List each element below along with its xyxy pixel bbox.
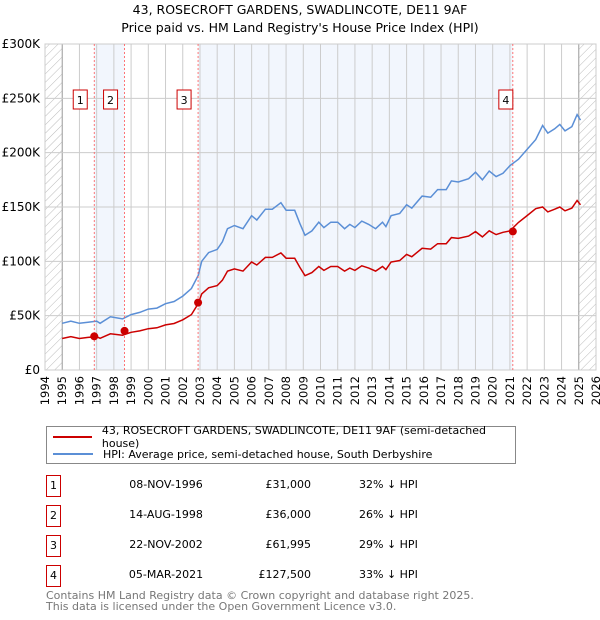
x-tick-label: 2010 — [314, 376, 328, 405]
sale-date: 05-MAR-2021 — [128, 568, 204, 581]
sale-label-box — [176, 89, 192, 110]
y-tick-label: £0 — [25, 363, 40, 377]
sale-number: 4 — [46, 565, 61, 587]
x-tick-label: 2017 — [434, 376, 448, 405]
x-tick-label: 2013 — [365, 376, 379, 405]
x-tick-label: 1996 — [72, 376, 86, 405]
x-tick-label: 1999 — [124, 376, 138, 405]
series-line — [62, 199, 582, 340]
footer-licence: This data is licensed under the Open Gov… — [46, 600, 397, 613]
series-line — [62, 112, 582, 325]
x-tick-label: 2019 — [468, 376, 482, 405]
sale-hpi-diff: 26% ↓ HPI — [359, 508, 418, 521]
sale-label-box — [103, 89, 119, 110]
sale-date: 08-NOV-1996 — [129, 478, 203, 491]
sale-point — [508, 227, 517, 236]
x-tick-label: 1998 — [107, 376, 121, 405]
sale-label: 1 — [77, 94, 84, 107]
y-tick-label: £200K — [2, 146, 42, 160]
sale-label: 4 — [502, 94, 509, 107]
legend-item-property: 43, ROSECROFT GARDENS, SWADLINCOTE, DE11… — [53, 424, 515, 450]
x-tick-label: 2014 — [382, 376, 396, 405]
x-tick-label: 2000 — [141, 376, 155, 405]
x-tick-label: 2024 — [555, 376, 569, 405]
x-tick-label: 2020 — [486, 376, 500, 405]
sale-price: £31,000 — [265, 478, 312, 491]
sale-price: £61,995 — [265, 538, 312, 551]
sale-row: 4 05-MAR-2021 £127,500 33% ↓ HPI — [46, 565, 446, 587]
sale-hpi-diff: 29% ↓ HPI — [359, 538, 418, 551]
sale-row: 1 08-NOV-1996 £31,000 32% ↓ HPI — [46, 475, 446, 497]
x-tick-label: 2009 — [296, 376, 310, 405]
sale-number: 2 — [46, 505, 61, 527]
x-tick-label: 2018 — [451, 376, 465, 405]
sale-label-box — [72, 89, 88, 110]
x-tick-label: 2012 — [348, 376, 362, 405]
sale-date: 22-NOV-2002 — [129, 538, 203, 551]
sale-label-box — [498, 89, 514, 110]
x-tick-label: 2016 — [417, 376, 431, 405]
x-tick-label: 2011 — [331, 376, 345, 405]
x-tick-label: 2004 — [210, 376, 224, 405]
legend-label: HPI: Average price, semi-detached house,… — [103, 447, 433, 461]
x-tick-label: 2001 — [159, 376, 173, 405]
x-tick-label: 2026 — [589, 376, 600, 405]
chart-title: 43, ROSECROFT GARDENS, SWADLINCOTE, DE11… — [133, 2, 468, 17]
legend-swatch-red — [53, 436, 92, 438]
price-chart: 43, ROSECROFT GARDENS, SWADLINCOTE, DE11… — [2, 2, 600, 405]
sale-price: £127,500 — [258, 568, 312, 581]
sale-point — [90, 332, 99, 341]
y-tick-label: £250K — [2, 91, 42, 105]
x-tick-label: 2005 — [227, 376, 241, 405]
sale-price: £36,000 — [265, 508, 312, 521]
footer-copyright: Contains HM Land Registry data © Crown c… — [46, 589, 474, 602]
legend-swatch-blue — [53, 453, 93, 455]
sale-hpi-diff: 32% ↓ HPI — [359, 478, 418, 491]
y-tick-label: £150K — [2, 200, 42, 214]
legend: 43, ROSECROFT GARDENS, SWADLINCOTE, DE11… — [46, 424, 516, 464]
x-tick-label: 1994 — [38, 376, 52, 405]
x-tick-label: 2008 — [279, 376, 293, 405]
x-tick-label: 2023 — [537, 376, 551, 405]
y-tick-label: £300K — [2, 37, 42, 51]
sale-label: 2 — [107, 94, 114, 107]
x-tick-label: 2015 — [400, 376, 414, 405]
x-tick-label: 2006 — [245, 376, 259, 405]
sale-hpi-diff: 33% ↓ HPI — [359, 568, 418, 581]
x-tick-label: 2003 — [193, 376, 207, 405]
legend-item-hpi: HPI: Average price, semi-detached house,… — [53, 446, 432, 462]
x-tick-label: 2022 — [520, 376, 534, 405]
sale-label: 3 — [181, 94, 188, 107]
chart-subtitle: Price paid vs. HM Land Registry's House … — [121, 20, 478, 35]
sale-number: 3 — [46, 535, 61, 557]
x-tick-label: 2025 — [572, 376, 586, 405]
x-tick-label: 2021 — [503, 376, 517, 405]
legend-label: 43, ROSECROFT GARDENS, SWADLINCOTE, DE11… — [101, 424, 486, 450]
x-tick-label: 1997 — [90, 376, 104, 405]
y-tick-label: £100K — [2, 254, 42, 268]
y-tick-label: £50K — [9, 309, 41, 323]
x-tick-label: 1995 — [55, 376, 69, 405]
sale-row: 3 22-NOV-2002 £61,995 29% ↓ HPI — [46, 535, 446, 557]
sale-number: 1 — [46, 475, 61, 497]
sale-point — [120, 326, 129, 335]
sale-row: 2 14-AUG-1998 £36,000 26% ↓ HPI — [46, 505, 446, 527]
sale-date: 14-AUG-1998 — [129, 508, 203, 521]
x-tick-label: 2007 — [262, 376, 276, 405]
x-tick-label: 2002 — [176, 376, 190, 405]
sale-point — [194, 298, 203, 307]
